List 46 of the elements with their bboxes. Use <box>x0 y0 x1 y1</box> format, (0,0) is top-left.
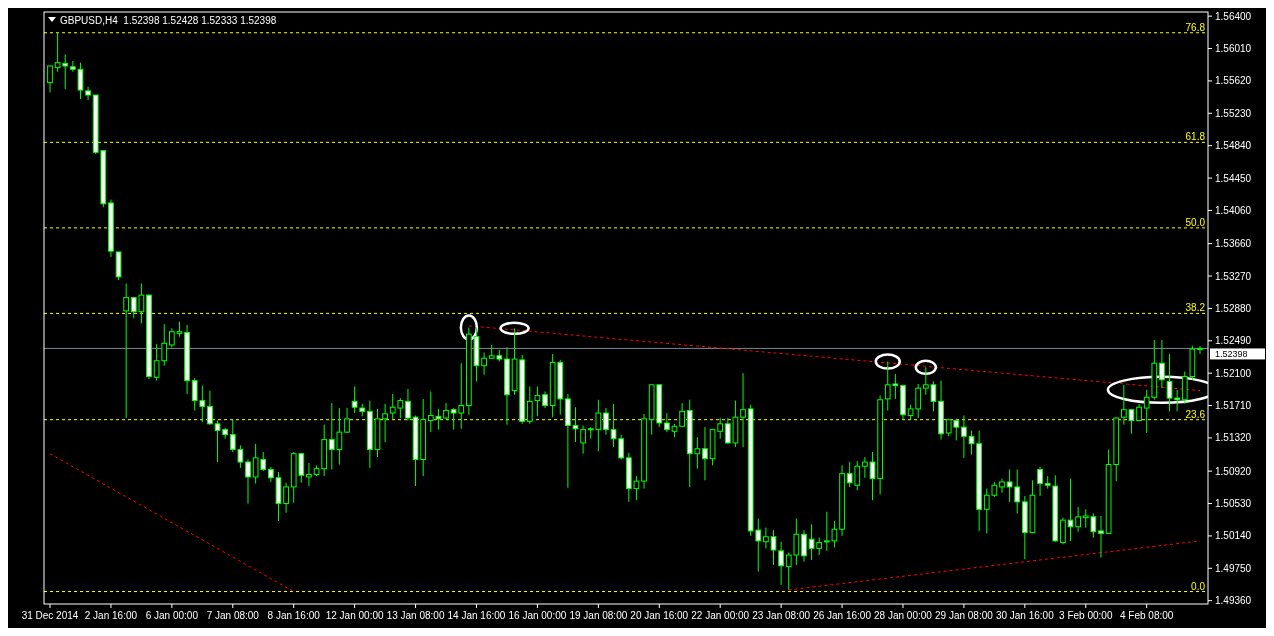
annotation: 50.0 <box>1185 216 1206 228</box>
y-tick-label: 1.51320 <box>1215 432 1252 444</box>
x-tick-label: 2 Jan 16:00 <box>84 610 138 621</box>
x-tick-label: 14 Jan 16:00 <box>447 610 506 621</box>
x-tick-label: 19 Jan 08:00 <box>569 610 628 621</box>
y-tick-label: 1.52490 <box>1215 335 1252 347</box>
x-tick-label: 8 Jan 16:00 <box>267 610 321 621</box>
y-tick-label: 1.53660 <box>1215 238 1252 250</box>
x-tick-label: 23 Jan 08:00 <box>752 610 811 621</box>
y-tick-label: 1.54060 <box>1215 204 1252 216</box>
x-tick-label: 16 Jan 00:00 <box>508 610 567 621</box>
x-tick-label: 7 Jan 08:00 <box>206 610 260 621</box>
y-tick-label: 1.49360 <box>1215 595 1252 607</box>
y-tick-label: 1.54450 <box>1215 172 1252 184</box>
x-tick-label: 28 Jan 00:00 <box>874 610 933 621</box>
annotation: 0.0 <box>1191 580 1206 592</box>
x-tick-label: 22 Jan 00:00 <box>691 610 750 621</box>
y-tick-label: 1.52100 <box>1215 367 1252 379</box>
y-tick-label: 1.50530 <box>1215 498 1252 510</box>
y-tick-label: 1.54840 <box>1215 140 1252 152</box>
y-tick-label: 1.52880 <box>1215 302 1252 314</box>
x-tick-label: 13 Jan 08:00 <box>386 610 445 621</box>
x-tick-label: 26 Jan 16:00 <box>813 610 872 621</box>
annotation: 38.2 <box>1185 302 1206 314</box>
x-tick-label: 12 Jan 00:00 <box>325 610 384 621</box>
x-tick-label: 29 Jan 08:00 <box>934 610 994 621</box>
ref-line-label: 1.52398 <box>1215 349 1248 360</box>
x-tick-label: 6 Jan 00:00 <box>145 610 199 621</box>
y-tick-label: 1.53270 <box>1215 270 1252 282</box>
chart-title: GBPUSD,H4 1.52398 1.52428 1.52333 1.52398 <box>60 15 277 26</box>
y-tick-label: 1.50920 <box>1215 465 1252 477</box>
y-tick-label: 1.55620 <box>1215 75 1252 87</box>
y-tick-label: 1.56010 <box>1215 43 1252 55</box>
y-tick-label: 1.56400 <box>1215 10 1252 22</box>
y-tick-label: 1.55230 <box>1215 107 1252 119</box>
annotation: 76.8 <box>1185 21 1206 33</box>
x-tick-label: 20 Jan 16:00 <box>630 610 689 621</box>
x-tick-label: 4 Feb 08:00 <box>1120 610 1174 621</box>
y-tick-label: 1.50140 <box>1215 530 1252 542</box>
x-tick-label: 3 Feb 00:00 <box>1059 610 1113 621</box>
x-tick-label: 31 Dec 2014 <box>21 610 79 621</box>
x-tick-label: 30 Jan 16:00 <box>995 610 1055 621</box>
y-tick-label: 1.49750 <box>1215 562 1252 574</box>
y-tick-label: 1.51710 <box>1215 400 1252 412</box>
annotation: 23.6 <box>1185 408 1206 420</box>
annotation: 61.8 <box>1185 131 1206 143</box>
